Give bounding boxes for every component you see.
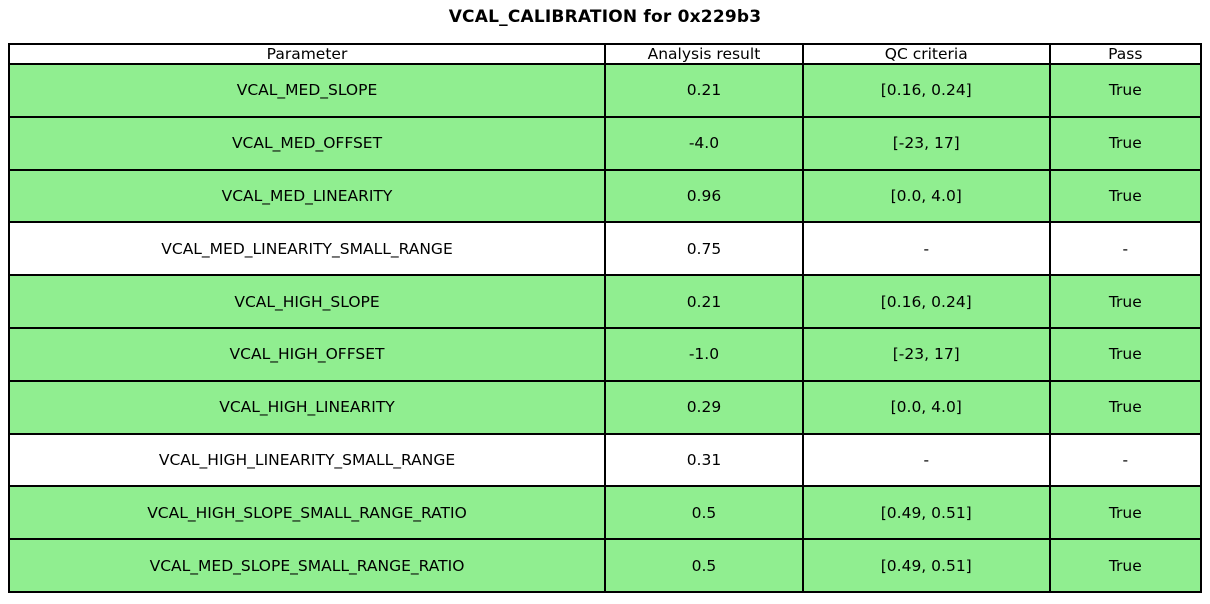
cell-result: 0.31 bbox=[604, 432, 804, 488]
cell-result: -1.0 bbox=[604, 326, 804, 382]
cell-parameter: VCAL_HIGH_OFFSET bbox=[7, 326, 607, 382]
cell-result: 0.75 bbox=[604, 221, 804, 277]
column-header-pass: Pass bbox=[1048, 43, 1203, 65]
cell-parameter: VCAL_HIGH_SLOPE bbox=[7, 274, 607, 329]
cell-parameter: VCAL_MED_LINEARITY_SMALL_RANGE bbox=[7, 221, 607, 277]
cell-result: 0.29 bbox=[604, 379, 804, 435]
cell-pass: True bbox=[1048, 168, 1203, 224]
table-row: VCAL_MED_OFFSET -4.0 [-23, 17] True bbox=[7, 115, 1203, 171]
cell-result: -4.0 bbox=[604, 115, 804, 171]
cell-parameter: VCAL_MED_OFFSET bbox=[7, 115, 607, 171]
cell-result: 0.21 bbox=[604, 63, 804, 118]
table-row: VCAL_HIGH_SLOPE 0.21 [0.16, 0.24] True bbox=[7, 274, 1203, 329]
cell-criteria: [0.16, 0.24] bbox=[801, 63, 1051, 118]
cell-result: 0.96 bbox=[604, 168, 804, 224]
table-row: VCAL_HIGH_LINEARITY_SMALL_RANGE 0.31- - bbox=[7, 432, 1203, 488]
cell-criteria: [0.49, 0.51] bbox=[801, 538, 1051, 593]
cell-pass: True bbox=[1048, 538, 1203, 593]
cell-parameter: VCAL_HIGH_LINEARITY bbox=[7, 379, 607, 435]
table-row: VCAL_HIGH_SLOPE_SMALL_RANGE_RATIO 0.5 [0.4… bbox=[7, 485, 1203, 541]
cell-parameter: VCAL_HIGH_LINEARITY_SMALL_RANGE bbox=[7, 432, 607, 488]
cell-pass: - bbox=[1048, 432, 1203, 488]
cell-parameter: VCAL_HIGH_SLOPE_SMALL_RANGE_RATIO bbox=[7, 485, 607, 541]
cell-criteria: - bbox=[801, 221, 1051, 277]
cell-parameter: VCAL_MED_LINEARITY bbox=[7, 168, 607, 224]
cell-pass: True bbox=[1048, 326, 1203, 382]
cell-criteria: [0.0, 4.0] bbox=[801, 379, 1051, 435]
cell-parameter: VCAL_MED_SLOPE_SMALL_RANGE_RATIO bbox=[7, 538, 607, 593]
column-header-analysis-result: Analysis result bbox=[604, 43, 804, 65]
cell-criteria: [-23, 17] bbox=[801, 326, 1051, 382]
table-row: VCAL_MED_LINEARITY 0.96 [0.0, 4.0] True bbox=[7, 168, 1203, 224]
column-header-qc-criteria: QC criteria bbox=[801, 43, 1051, 65]
cell-criteria: [0.16, 0.24] bbox=[801, 274, 1051, 329]
table-body: VCAL_MED_SLOPE 0.21 [0.16, 0.24] True VCAL_M… bbox=[7, 63, 1203, 593]
table-row: VCAL_HIGH_LINEARITY 0.29 [0.0, 4.0] True bbox=[7, 379, 1203, 435]
cell-result: 0.5 bbox=[604, 538, 804, 593]
header-row: Parameter Analysis result QC criteria Pa… bbox=[7, 43, 1203, 65]
figure-title: VCAL_CALIBRATION for 0x229b3 bbox=[448, 7, 762, 27]
cell-pass: True bbox=[1048, 115, 1203, 171]
cell-pass: True bbox=[1048, 63, 1203, 118]
table-row: VCAL_MED_SLOPE 0.21 [0.16, 0.24] True bbox=[7, 63, 1203, 118]
table-row: VCAL_HIGH_OFFSET -1.0 [-23, 17] True bbox=[7, 326, 1203, 382]
cell-result: 0.21 bbox=[604, 274, 804, 329]
cell-result: 0.5 bbox=[604, 485, 804, 541]
table-row: VCAL_MED_SLOPE_SMALL_RANGE_RATIO 0.5 [0.49… bbox=[7, 538, 1203, 593]
column-header-parameter: Parameter bbox=[7, 43, 607, 65]
cell-criteria: [0.0, 4.0] bbox=[801, 168, 1051, 224]
cell-criteria: [0.49, 0.51] bbox=[801, 485, 1051, 541]
qc-results-table: Parameter Analysis result QC criteria Pa… bbox=[7, 43, 1203, 593]
cell-pass: True bbox=[1048, 379, 1203, 435]
cell-criteria: [-23, 17] bbox=[801, 115, 1051, 171]
cell-criteria: - bbox=[801, 432, 1051, 488]
cell-pass: True bbox=[1048, 274, 1203, 329]
table-row: VCAL_MED_LINEARITY_SMALL_RANGE 0.75- - bbox=[7, 221, 1203, 277]
cell-pass: True bbox=[1048, 485, 1203, 541]
cell-parameter: VCAL_MED_SLOPE bbox=[7, 63, 607, 118]
cell-pass: - bbox=[1048, 221, 1203, 277]
